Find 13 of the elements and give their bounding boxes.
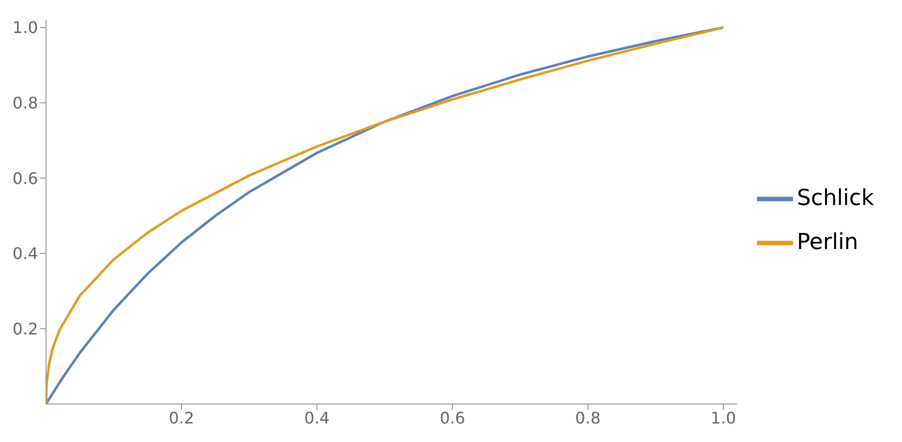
y-tick-label: 1.0 xyxy=(12,18,38,38)
x-tick-label: 0.2 xyxy=(168,408,194,428)
x-tick-label: 1.0 xyxy=(710,408,736,428)
legend-label: Perlin xyxy=(796,230,858,255)
legend-label: Schlick xyxy=(796,186,874,211)
y-tick-label: 0.8 xyxy=(12,94,38,113)
x-tick-label: 0.6 xyxy=(440,408,466,428)
x-tick-label: 0.4 xyxy=(304,408,330,428)
y-tick-label: 0.6 xyxy=(12,168,38,188)
line-series xyxy=(46,26,725,404)
y-tick-label: 0.2 xyxy=(12,319,38,338)
x-tick-label: 0.8 xyxy=(575,408,601,428)
y-tick-label: 0.4 xyxy=(12,244,38,264)
